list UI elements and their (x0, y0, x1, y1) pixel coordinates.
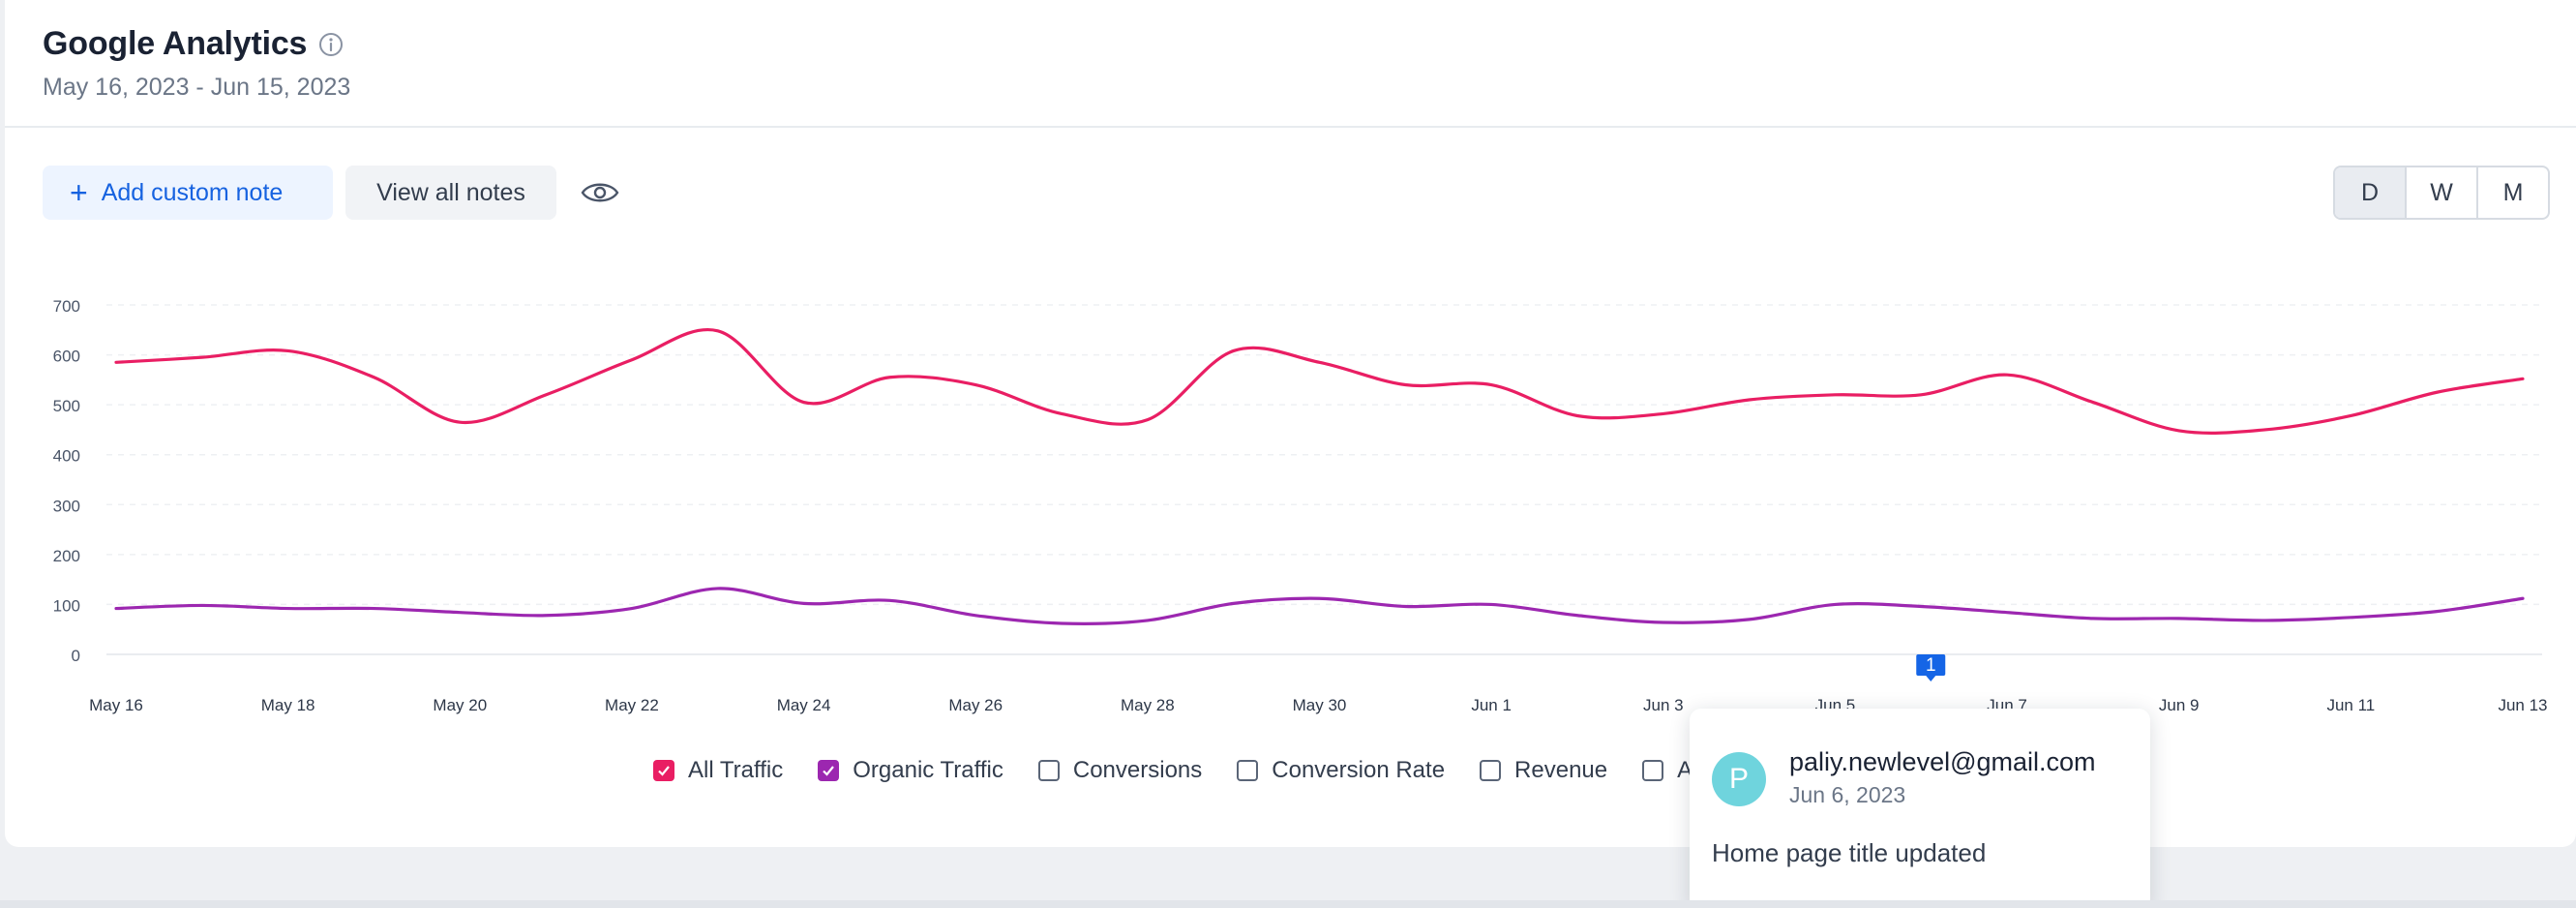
x-tick-label: Jun 9 (2159, 696, 2200, 714)
y-tick-label: 0 (72, 647, 80, 665)
add-custom-note-label: Add custom note (101, 178, 284, 206)
traffic-line-chart: 0 100 200 300 400 500 600 700 May 16 May 18 May 20… (53, 297, 2548, 714)
granularity-month-button[interactable]: M (2476, 167, 2548, 218)
page-title: Google Analytics (43, 25, 308, 62)
checkbox-icon (653, 760, 674, 781)
note-author-email: paliy.newlevel@gmail.com (1789, 747, 2096, 776)
avatar: P (1712, 752, 1766, 806)
x-tick-label: May 30 (1293, 696, 1347, 714)
y-tick-label: 500 (53, 397, 80, 415)
x-tick-label: May 22 (605, 696, 659, 714)
legend-label: Revenue (1514, 757, 1608, 783)
y-tick-label: 200 (53, 547, 80, 565)
analytics-card: Google Analytics May 16, 2023 - Jun 15, … (5, 0, 2576, 847)
x-tick-label: May 20 (433, 696, 487, 714)
legend-label: All Traffic (688, 757, 784, 783)
x-tick-label: May 26 (948, 696, 1003, 714)
note-marker-pin (1916, 654, 1946, 681)
x-tick-label: May 18 (261, 696, 315, 714)
checkbox-icon (1237, 760, 1259, 781)
note-text: Home page title updated (1712, 838, 1987, 867)
legend-item-all-traffic[interactable]: All Traffic (653, 757, 783, 784)
legend-item-a[interactable]: A (1642, 757, 1692, 784)
note-popup: P paliy.newlevel@gmail.com Jun 6, 2023 H… (1690, 709, 2150, 908)
x-tick-label: Jun 1 (1471, 696, 1512, 714)
granularity-toggle: D W M (2333, 166, 2550, 220)
x-tick-label: Jun 11 (2326, 696, 2375, 714)
legend-label: Conversions (1072, 757, 1203, 783)
x-tick-label: Jun 13 (2498, 696, 2547, 714)
add-custom-note-button[interactable]: + Add custom note (43, 166, 333, 220)
y-tick-label: 400 (53, 447, 80, 466)
card-header: Google Analytics May 16, 2023 - Jun 15, … (5, 0, 2576, 128)
legend-item-conversions[interactable]: Conversions (1037, 757, 1203, 784)
eye-icon[interactable] (580, 177, 620, 208)
title-row: Google Analytics (43, 25, 344, 63)
legend-label: A (1677, 757, 1693, 783)
checkbox-icon (1642, 760, 1664, 781)
series-line-organic-traffic (114, 587, 2525, 625)
x-tick-label: May 24 (777, 696, 831, 714)
y-tick-label: 300 (53, 497, 80, 515)
x-tick-label: Jun 3 (1643, 696, 1684, 714)
legend-item-organic-traffic[interactable]: Organic Traffic (818, 757, 1003, 784)
info-icon[interactable] (318, 32, 344, 57)
granularity-day-button[interactable]: D (2335, 167, 2405, 218)
x-tick-label: May 16 (89, 696, 143, 714)
chart-legend: All Traffic Organic Traffic Conversions … (653, 757, 1727, 784)
legend-item-conversion-rate[interactable]: Conversion Rate (1237, 757, 1445, 784)
checkbox-icon (1037, 760, 1060, 781)
legend-label: Organic Traffic (853, 757, 1003, 783)
legend-item-revenue[interactable]: Revenue (1480, 757, 1607, 784)
checkbox-icon (818, 760, 840, 781)
y-tick-label: 600 (53, 348, 80, 366)
x-tick-label: May 28 (1121, 696, 1175, 714)
checkbox-icon (1480, 760, 1502, 781)
granularity-week-button[interactable]: W (2405, 167, 2476, 218)
y-tick-label: 100 (53, 596, 80, 615)
note-marker-label: 1 (1926, 655, 1936, 676)
plus-icon: + (70, 175, 88, 210)
page-bottom-edge (0, 900, 2576, 908)
note-date: Jun 6, 2023 (1789, 782, 1906, 807)
date-range: May 16, 2023 - Jun 15, 2023 (43, 74, 351, 101)
view-all-notes-button[interactable]: View all notes (345, 166, 556, 220)
y-tick-label: 700 (53, 297, 80, 316)
legend-label: Conversion Rate (1272, 757, 1446, 783)
series-line-all-traffic (114, 328, 2525, 435)
